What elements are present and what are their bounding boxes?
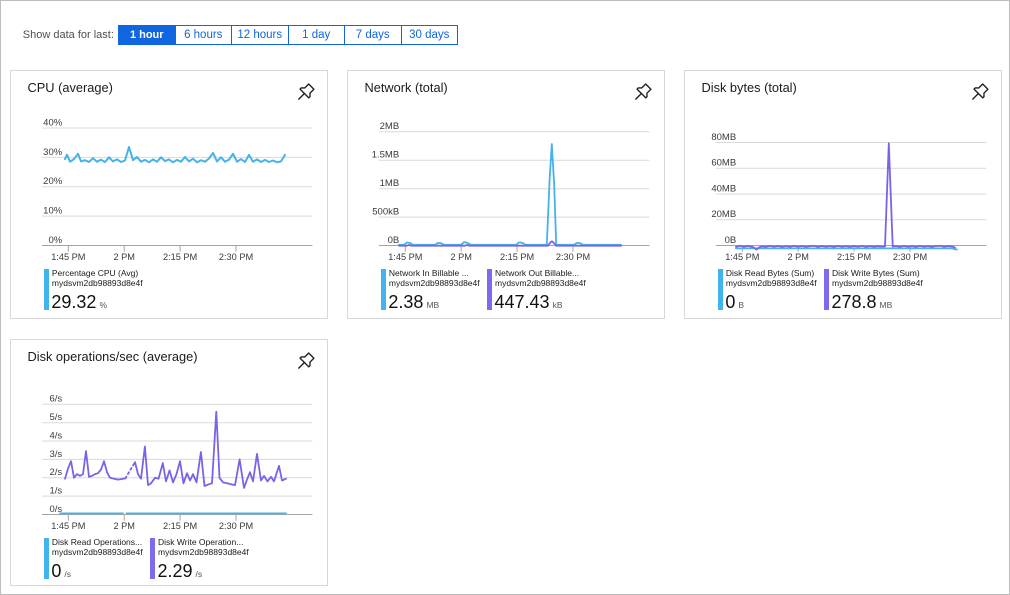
svg-text:1.5MB: 1.5MB — [372, 150, 399, 161]
svg-text:0B: 0B — [725, 235, 737, 246]
svg-text:2:15 PM: 2:15 PM — [837, 252, 871, 262]
svg-text:3/s: 3/s — [50, 449, 63, 460]
svg-text:2:30 PM: 2:30 PM — [893, 252, 927, 262]
svg-text:0%: 0% — [48, 235, 62, 246]
svg-text:2:15 PM: 2:15 PM — [500, 252, 534, 262]
svg-text:20MB: 20MB — [711, 209, 736, 220]
svg-text:6/s: 6/s — [50, 394, 63, 405]
svg-text:2MB: 2MB — [380, 121, 400, 132]
svg-text:2 PM: 2 PM — [113, 521, 134, 531]
svg-text:2:30 PM: 2:30 PM — [219, 252, 253, 262]
svg-text:5/s: 5/s — [50, 412, 63, 423]
svg-text:20%: 20% — [43, 176, 63, 187]
svg-text:80MB: 80MB — [711, 132, 736, 143]
svg-text:10%: 10% — [43, 206, 63, 217]
svg-text:2 PM: 2 PM — [787, 252, 808, 262]
svg-text:1/s: 1/s — [50, 486, 63, 497]
svg-text:2/s: 2/s — [50, 467, 63, 478]
svg-text:2:30 PM: 2:30 PM — [219, 521, 253, 531]
svg-text:60MB: 60MB — [711, 158, 736, 169]
svg-text:4/s: 4/s — [50, 430, 63, 441]
svg-text:30%: 30% — [43, 147, 63, 158]
svg-text:1:45 PM: 1:45 PM — [51, 521, 85, 531]
svg-text:1MB: 1MB — [380, 178, 400, 189]
svg-text:500kB: 500kB — [372, 207, 399, 218]
svg-text:40MB: 40MB — [711, 183, 736, 194]
svg-text:2:30 PM: 2:30 PM — [556, 252, 590, 262]
svg-text:2 PM: 2 PM — [113, 252, 134, 262]
svg-text:1:45 PM: 1:45 PM — [388, 252, 422, 262]
svg-text:0B: 0B — [388, 235, 400, 246]
svg-text:1:45 PM: 1:45 PM — [725, 252, 759, 262]
svg-text:2:15 PM: 2:15 PM — [163, 252, 197, 262]
svg-text:0/s: 0/s — [50, 504, 63, 515]
svg-text:40%: 40% — [43, 117, 63, 128]
svg-text:2 PM: 2 PM — [450, 252, 471, 262]
svg-text:2:15 PM: 2:15 PM — [163, 521, 197, 531]
svg-text:1:45 PM: 1:45 PM — [51, 252, 85, 262]
